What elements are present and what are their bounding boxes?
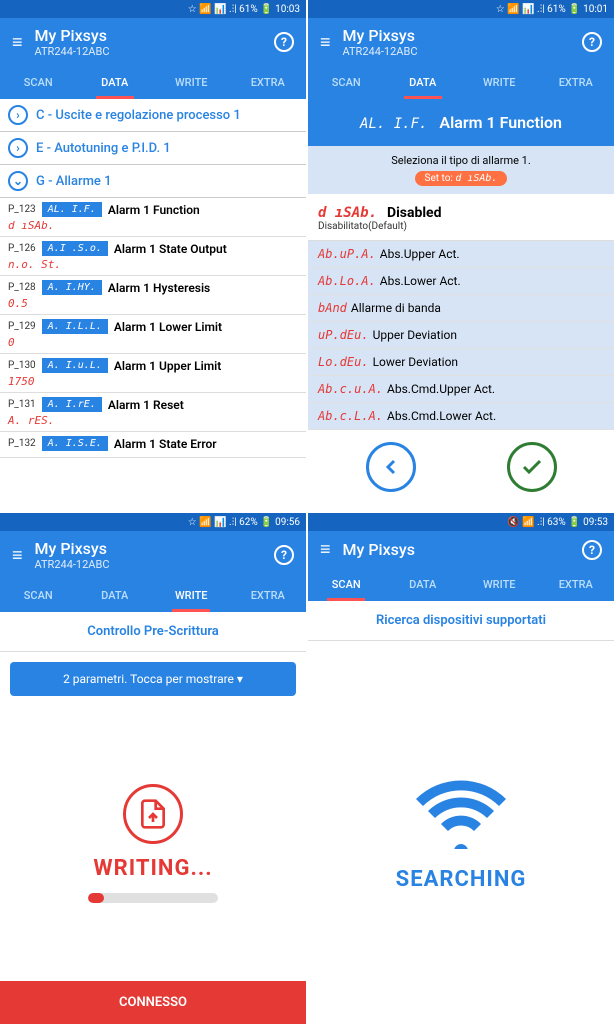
app-header: ≡ My Pixsys ATR244-12ABC ? [0, 18, 306, 66]
tab-data[interactable]: DATA [77, 579, 154, 612]
selected-option[interactable]: d ıSAb. Disabled Disabilitato(Default) [308, 194, 614, 241]
screen-scan: 🔇 📶 .⫶| 63% 🔋 09:53 ≡ My Pixsys ? SCAN D… [308, 513, 614, 1024]
app-header: ≡ My Pixsys ATR244-12ABC ? [0, 531, 306, 579]
group-row[interactable]: ⌄G - Allarme 1 [0, 165, 306, 198]
tab-write[interactable]: WRITE [153, 579, 230, 612]
chevron-icon: › [8, 138, 28, 158]
help-icon[interactable]: ? [582, 540, 602, 560]
status-bar: ☆ 📶 📊 .⫶| 62% 🔋 09:56 [0, 513, 306, 531]
tabs: SCAN DATA WRITE EXTRA [308, 66, 614, 99]
chevron-icon: › [8, 105, 28, 125]
tab-write[interactable]: WRITE [153, 66, 230, 99]
option-row[interactable]: bAndAllarme di banda [308, 295, 614, 322]
param-row[interactable]: P_129A. I.L.L.Alarm 1 Lower Limit0 [0, 315, 306, 354]
help-icon[interactable]: ? [274, 32, 294, 52]
menu-icon[interactable]: ≡ [320, 539, 331, 560]
menu-icon[interactable]: ≡ [320, 32, 331, 53]
menu-icon[interactable]: ≡ [12, 545, 23, 566]
screen-alarm-function: ☆ 📶 📊 .⫶| 61% 🔋 10:01 ≡ My Pixsys ATR244… [308, 0, 614, 511]
tab-data[interactable]: DATA [385, 66, 462, 99]
tab-extra[interactable]: EXTRA [538, 568, 614, 601]
pre-write-check: Controllo Pre-Scrittura [0, 612, 306, 652]
tab-scan[interactable]: SCAN [308, 568, 385, 601]
param-row[interactable]: P_128A. I.HY.Alarm 1 Hysteresis0.5 [0, 276, 306, 315]
tab-scan[interactable]: SCAN [308, 66, 385, 99]
help-icon[interactable]: ? [274, 545, 294, 565]
param-row[interactable]: P_126A.I .S.o.Alarm 1 State Outputn.o. S… [0, 237, 306, 276]
status-bar: 🔇 📶 .⫶| 63% 🔋 09:53 [308, 513, 614, 531]
tab-extra[interactable]: EXTRA [230, 579, 307, 612]
tab-write[interactable]: WRITE [461, 66, 538, 99]
help-icon[interactable]: ? [582, 32, 602, 52]
option-row[interactable]: Lo.dEu.Lower Deviation [308, 349, 614, 376]
screen-write: ☆ 📶 📊 .⫶| 62% 🔋 09:56 ≡ My Pixsys ATR244… [0, 513, 306, 1024]
params-expand-button[interactable]: 2 parametri. Tocca per mostrare ▾ [10, 662, 296, 696]
tab-data[interactable]: DATA [385, 568, 462, 601]
option-row[interactable]: Ab.c.u.A.Abs.Cmd.Upper Act. [308, 376, 614, 403]
connection-status: CONNESSO [0, 981, 306, 1024]
chevron-icon: ⌄ [8, 171, 28, 191]
tab-scan[interactable]: SCAN [0, 66, 77, 99]
option-row[interactable]: Ab.Lo.A.Abs.Lower Act. [308, 268, 614, 295]
screen-data-params: ☆ 📶 📊 .⫶| 61% 🔋 10:03 ≡ My Pixsys ATR244… [0, 0, 306, 511]
status-bar: ☆ 📶 📊 .⫶| 61% 🔋 10:01 [308, 0, 614, 18]
writing-icon [123, 784, 183, 844]
tab-data[interactable]: DATA [77, 66, 154, 99]
searching-label: SEARCHING [396, 867, 527, 892]
tab-scan[interactable]: SCAN [0, 579, 77, 612]
menu-icon[interactable]: ≡ [12, 32, 23, 53]
device-id: ATR244-12ABC [343, 45, 582, 58]
back-button[interactable] [366, 442, 416, 492]
option-row[interactable]: uP.dEu.Upper Deviation [308, 322, 614, 349]
option-row[interactable]: Ab.uP.A.Abs.Upper Act. [308, 241, 614, 268]
tab-write[interactable]: WRITE [461, 568, 538, 601]
alarm-header: AL. I.F. Alarm 1 Function [308, 99, 614, 146]
app-header: ≡ My Pixsys ? [308, 531, 614, 568]
param-row[interactable]: P_132A. I.S.E.Alarm 1 State Error [0, 432, 306, 458]
tabs: SCAN DATA WRITE EXTRA [0, 66, 306, 99]
option-row[interactable]: Ab.c.L.A.Abs.Cmd.Lower Act. [308, 403, 614, 430]
device-id: ATR244-12ABC [35, 45, 274, 58]
status-bar: ☆ 📶 📊 .⫶| 61% 🔋 10:03 [0, 0, 306, 18]
param-row[interactable]: P_130A. I.u.L.Alarm 1 Upper Limit1750 [0, 354, 306, 393]
tabs: SCAN DATA WRITE EXTRA [0, 579, 306, 612]
device-id: ATR244-12ABC [35, 558, 274, 571]
progress-bar [88, 893, 218, 903]
tab-extra[interactable]: EXTRA [538, 66, 614, 99]
param-row[interactable]: P_123AL. I.F.Alarm 1 Functiond ıSAb. [0, 198, 306, 237]
tab-extra[interactable]: EXTRA [230, 66, 307, 99]
tabs: SCAN DATA WRITE EXTRA [308, 568, 614, 601]
app-title: My Pixsys [343, 26, 582, 45]
writing-label: WRITING... [93, 856, 212, 881]
alarm-hint: Seleziona il tipo di allarme 1. Set to: … [308, 146, 614, 194]
app-title: My Pixsys [343, 540, 582, 559]
app-header: ≡ My Pixsys ATR244-12ABC ? [308, 18, 614, 66]
app-title: My Pixsys [35, 539, 274, 558]
confirm-button[interactable] [507, 442, 557, 492]
group-row[interactable]: ›C - Uscite e regolazione processo 1 [0, 99, 306, 132]
param-row[interactable]: P_131A. I.rE.Alarm 1 ResetA. rES. [0, 393, 306, 432]
group-row[interactable]: ›E - Autotuning e P.I.D. 1 [0, 132, 306, 165]
set-to-badge: Set to: d ıSAb. [415, 171, 508, 186]
search-devices-label: Ricerca dispositivi supportati [308, 601, 614, 641]
wifi-icon [411, 774, 511, 853]
app-title: My Pixsys [35, 26, 274, 45]
